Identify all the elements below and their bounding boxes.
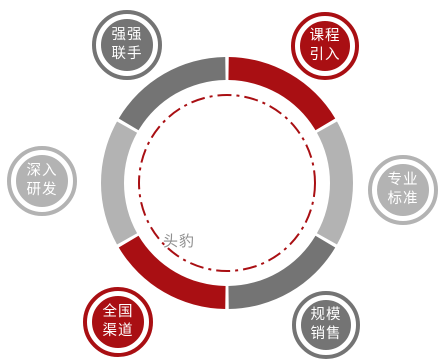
node-course-import-line1: 课程 xyxy=(309,28,341,44)
node-national-channel-line1: 全国 xyxy=(102,304,134,320)
node-deep-research: 深入 研发 xyxy=(7,146,77,216)
node-national-channel-line2: 渠道 xyxy=(102,323,134,339)
inner-dashed-circle xyxy=(138,94,316,272)
ring-segment-2 xyxy=(316,121,353,245)
node-course-import-inner: 课程 引入 xyxy=(298,19,352,73)
node-professional-standard-inner: 专业 标准 xyxy=(375,162,431,218)
node-scale-sales-line1: 规模 xyxy=(310,307,342,323)
ring-segment-3 xyxy=(228,235,336,309)
node-professional-standard-line1: 专业 xyxy=(387,172,419,188)
node-deep-research-line1: 深入 xyxy=(26,163,58,179)
ring-segment-6 xyxy=(118,57,226,131)
node-strong-alliance: 强强 联手 xyxy=(92,10,162,80)
node-scale-sales: 规模 销售 xyxy=(292,291,360,359)
node-national-channel: 全国 渠道 xyxy=(83,287,153,357)
ring-segments xyxy=(101,57,353,309)
node-scale-sales-line2: 销售 xyxy=(310,326,342,342)
node-strong-alliance-line1: 强强 xyxy=(111,27,143,43)
node-professional-standard-line2: 标准 xyxy=(387,191,419,207)
node-national-channel-inner: 全国 渠道 xyxy=(90,294,146,350)
ring-segment-4 xyxy=(118,235,226,309)
watermark-text: 头豹 xyxy=(163,232,196,250)
ring-segment-1 xyxy=(228,57,336,131)
node-strong-alliance-inner: 强强 联手 xyxy=(99,17,155,73)
node-strong-alliance-line2: 联手 xyxy=(111,46,143,62)
node-professional-standard: 专业 标准 xyxy=(368,155,438,225)
ring-segment-5 xyxy=(101,121,138,245)
node-scale-sales-inner: 规模 销售 xyxy=(299,298,353,352)
node-course-import: 课程 引入 xyxy=(291,12,359,80)
node-deep-research-inner: 深入 研发 xyxy=(14,153,70,209)
node-deep-research-line2: 研发 xyxy=(26,182,58,198)
node-course-import-line2: 引入 xyxy=(309,47,341,63)
